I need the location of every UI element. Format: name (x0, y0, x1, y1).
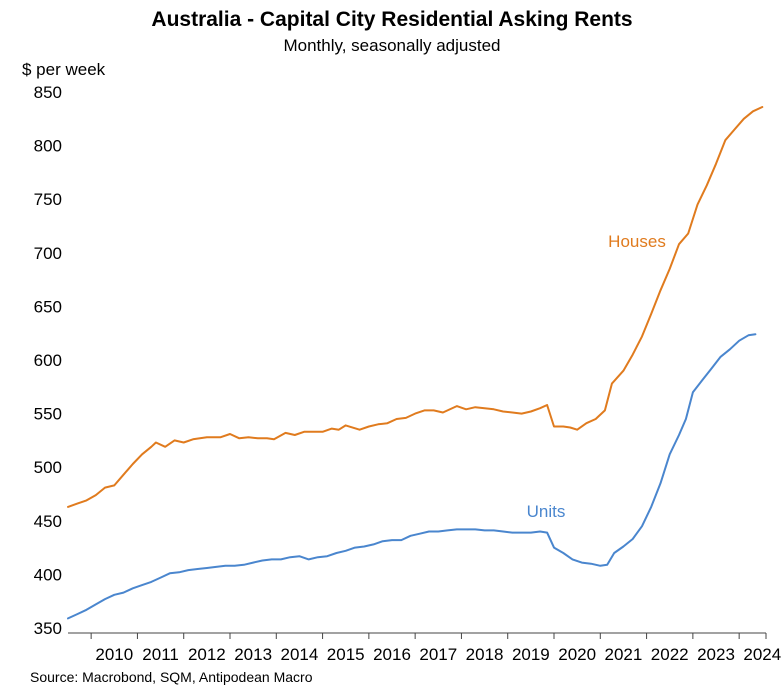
series-labels: Houses Units (527, 232, 666, 521)
series-line-houses (67, 106, 764, 508)
x-tick-label: 2020 (558, 645, 596, 664)
source-note: Source: Macrobond, SQM, Antipodean Macro (30, 669, 313, 685)
y-tick-label: 400 (34, 565, 62, 584)
x-tick-label: 2016 (373, 645, 411, 664)
y-tick-label: 450 (34, 512, 62, 531)
x-axis: 2010 2011 2012 2013 2014 2015 2016 2017 2018 2019… (68, 632, 781, 664)
y-tick-label: 850 (34, 83, 62, 102)
y-tick-label: 500 (34, 458, 62, 477)
series-label-houses: Houses (608, 232, 666, 251)
y-tick-label: 350 (34, 619, 62, 638)
y-tick-label: 800 (34, 137, 62, 156)
x-tick-label: 2014 (281, 645, 319, 664)
x-tick-label: 2019 (512, 645, 550, 664)
y-tick-label: 700 (34, 244, 62, 263)
x-tick-label: 2021 (605, 645, 643, 664)
chart-subtitle: Monthly, seasonally adjusted (283, 36, 501, 55)
x-tick-label: 2022 (651, 645, 689, 664)
y-axis-label: $ per week (22, 60, 106, 79)
y-tick-label: 550 (34, 405, 62, 424)
x-tick-label: 2017 (419, 645, 457, 664)
y-tick-label: 650 (34, 297, 62, 316)
chart-title: Australia - Capital City Residential Ask… (151, 8, 633, 31)
x-tick-label: 2013 (234, 645, 272, 664)
x-tick-label: 2010 (95, 645, 133, 664)
y-axis: 350 400 450 500 550 600 650 700 750 800 850 (34, 83, 62, 638)
x-tick-label: 2023 (697, 645, 735, 664)
series-line-units (67, 333, 757, 620)
series-label-units: Units (527, 502, 566, 521)
x-tick-label: 2018 (466, 645, 504, 664)
x-tick-label: 2012 (188, 645, 226, 664)
y-tick-label: 600 (34, 351, 62, 370)
series-layer (67, 106, 764, 620)
y-tick-label: 750 (34, 190, 62, 209)
x-tick-label: 2015 (327, 645, 365, 664)
x-tick-label: 2024 (743, 645, 781, 664)
x-tick-label: 2011 (142, 645, 179, 664)
